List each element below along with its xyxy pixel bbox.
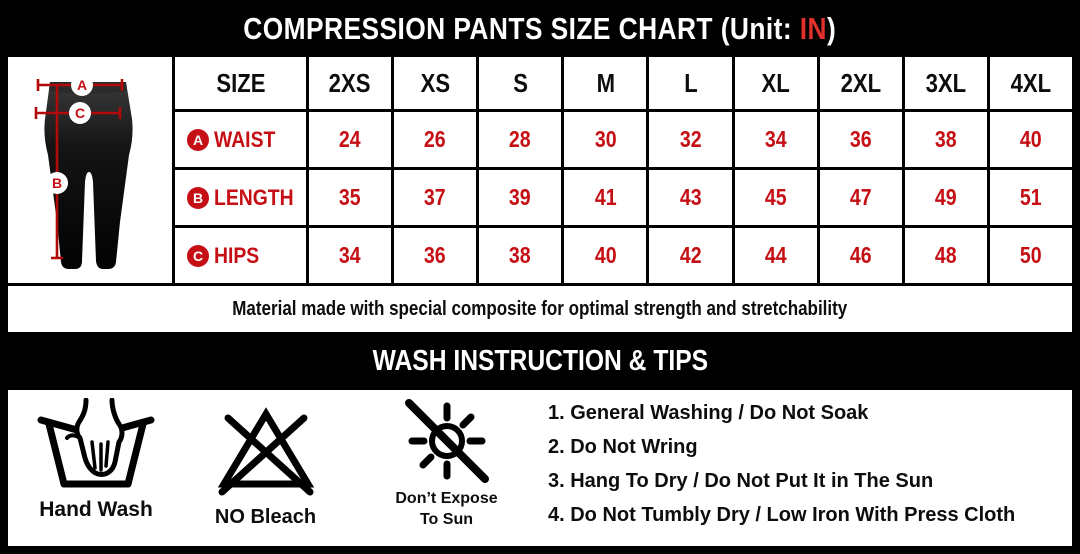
no-sun-label-line1: Don’t Expose — [395, 490, 498, 507]
size-col-4xl: 4XL — [989, 57, 1072, 109]
size-col-xl: XL — [734, 57, 817, 109]
marker-a: A — [77, 77, 87, 93]
size-chart-table: A C B SIZE 2XS XS S M L XL 2XL 3XL 4XL A… — [8, 57, 1072, 283]
waist-value-xs: 26 — [394, 112, 477, 167]
hand-wash-label: Hand Wash — [39, 498, 153, 521]
length-value-m: 41 — [564, 170, 647, 225]
hips-value-s: 38 — [479, 228, 562, 283]
wash-instruction-1: 1. General Washing / Do Not Soak — [548, 402, 869, 424]
length-value-3xl: 49 — [904, 170, 987, 225]
wash-instruction-4: 4. Do Not Tumbly Dry / Low Iron With Pre… — [548, 504, 1016, 526]
length-value-2xs: 35 — [309, 170, 392, 225]
row-label-hips: C HIPS — [175, 228, 306, 283]
size-col-m: M — [564, 57, 647, 109]
waist-value-m: 30 — [564, 112, 647, 167]
length-value-l: 43 — [649, 170, 732, 225]
page-title: COMPRESSION PANTS SIZE CHART (Unit: IN) — [0, 0, 1080, 57]
title-suffix: ) — [827, 10, 837, 46]
size-header-cell: SIZE — [175, 57, 306, 109]
hips-value-m: 40 — [564, 228, 647, 283]
wash-instructions-panel: Hand Wash NO Bleach — [8, 390, 1072, 546]
size-col-2xl: 2XL — [819, 57, 902, 109]
title-text: COMPRESSION PANTS SIZE CHART (Unit: — [243, 10, 801, 46]
no-sun-label: Don’t Expose To Sun — [395, 488, 497, 530]
marker-c: C — [75, 105, 85, 121]
marker-a-badge: A — [187, 128, 209, 151]
material-note-text: Material made with special composite for… — [232, 297, 848, 320]
pants-diagram: A C B — [8, 57, 172, 283]
hips-value-2xs: 34 — [309, 228, 392, 283]
hips-value-4xl: 50 — [989, 228, 1072, 283]
size-col-s: S — [479, 57, 562, 109]
waist-value-4xl: 40 — [989, 112, 1072, 167]
wash-section-title: WASH INSTRUCTION & TIPS — [0, 332, 1080, 390]
waist-label: WAIST — [214, 126, 276, 152]
waist-value-3xl: 38 — [904, 112, 987, 167]
wash-title-text: WASH INSTRUCTION & TIPS — [372, 344, 708, 377]
size-header-label: SIZE — [215, 67, 266, 98]
wash-instruction-list: 1. General Washing / Do Not Soak 2. Do N… — [548, 396, 1015, 532]
hips-value-xl: 44 — [734, 228, 817, 283]
length-label: LENGTH — [214, 184, 294, 210]
hips-value-2xl: 46 — [819, 228, 902, 283]
length-value-4xl: 51 — [989, 170, 1072, 225]
hand-wash-group: Hand Wash — [26, 398, 166, 522]
measurement-markers: A C B — [46, 74, 93, 194]
pants-silhouette — [44, 82, 133, 269]
row-label-waist: A WAIST — [175, 112, 306, 167]
no-bleach-label: NO Bleach — [214, 506, 317, 528]
size-col-l: L — [649, 57, 732, 109]
waist-value-l: 32 — [649, 112, 732, 167]
no-bleach-group: NO Bleach — [198, 402, 333, 529]
waist-value-xl: 34 — [734, 112, 817, 167]
no-sun-label-line2: To Sun — [419, 511, 473, 528]
length-value-xl: 45 — [734, 170, 817, 225]
marker-b: B — [52, 175, 62, 191]
hips-label: HIPS — [214, 242, 260, 268]
no-sun-icon — [404, 399, 489, 483]
hips-value-l: 42 — [649, 228, 732, 283]
marker-c-badge: C — [187, 244, 209, 267]
size-col-3xl: 3XL — [904, 57, 987, 109]
material-note: Material made with special composite for… — [8, 286, 1072, 332]
pants-measurement-illustration: A C B — [34, 74, 133, 269]
length-value-s: 39 — [479, 170, 562, 225]
wash-instruction-2: 2. Do Not Wring — [548, 436, 698, 458]
length-value-2xl: 47 — [819, 170, 902, 225]
title-unit: IN — [800, 10, 828, 46]
waist-value-s: 28 — [479, 112, 562, 167]
hips-value-3xl: 48 — [904, 228, 987, 283]
row-label-length: B LENGTH — [175, 170, 306, 225]
hips-value-xs: 36 — [394, 228, 477, 283]
hand-wash-icon — [37, 398, 155, 488]
waist-value-2xs: 24 — [309, 112, 392, 167]
length-value-xs: 37 — [394, 170, 477, 225]
size-col-2xs: 2XS — [309, 57, 392, 109]
measurement-lines — [34, 79, 124, 260]
no-bleach-icon — [217, 407, 314, 496]
marker-b-badge: B — [187, 186, 209, 209]
waist-value-2xl: 36 — [819, 112, 902, 167]
no-sun-group: Don’t Expose To Sun — [374, 394, 519, 530]
wash-instruction-3: 3. Hang To Dry / Do Not Put It in The Su… — [548, 470, 934, 492]
size-col-xs: XS — [394, 57, 477, 109]
